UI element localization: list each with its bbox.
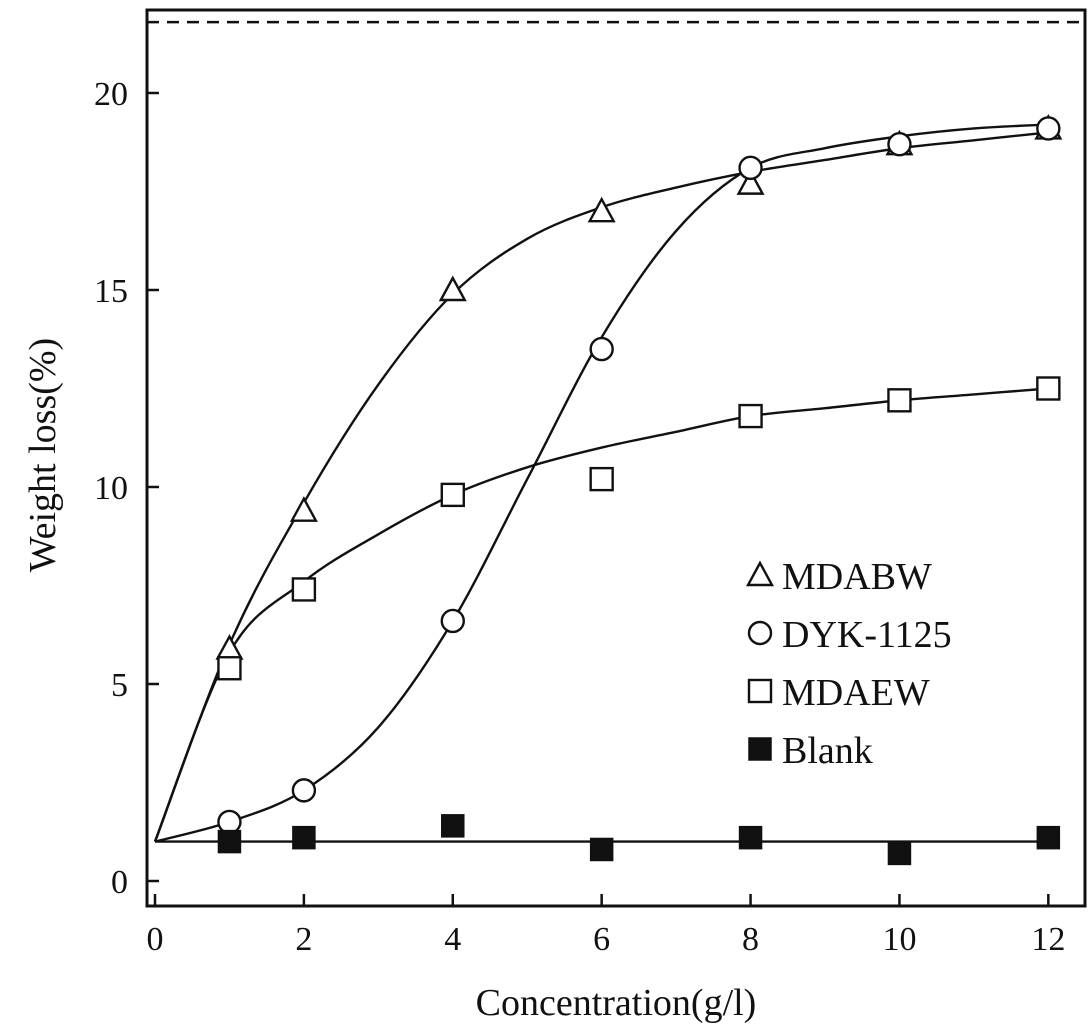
x-tick-label: 2 — [295, 921, 312, 958]
legend-label-mdaew: MDAEW — [782, 672, 930, 714]
y-tick-label: 20 — [94, 76, 128, 113]
x-tick-label: 4 — [444, 921, 461, 958]
y-tick-label: 5 — [111, 667, 128, 704]
x-axis: 0 2 4 6 8 10 12 — [147, 894, 1065, 958]
curve-mdabw — [153, 131, 1049, 843]
point-mdaew — [291, 577, 317, 602]
legend-marker-mdabw — [745, 560, 775, 587]
y-axis: 0 5 10 15 20 — [94, 76, 159, 901]
legend-label-mdabw: MDABW — [782, 556, 932, 598]
point-dyk-1125 — [589, 336, 614, 362]
plot-frame — [145, 8, 1087, 908]
point-mdaew — [589, 466, 614, 492]
point-blank — [1036, 825, 1061, 850]
legend-label-blank: Blank — [782, 730, 873, 772]
y-tick-label: 15 — [94, 273, 128, 310]
legend-label-dyk-1125: DYK-1125 — [782, 614, 952, 656]
point-dyk-1125 — [291, 778, 317, 803]
point-mdaew — [1036, 376, 1061, 401]
legend-marker-mdaew — [747, 678, 773, 704]
point-mdabw — [736, 169, 765, 195]
point-mdabw — [438, 275, 467, 302]
point-mdaew — [217, 656, 242, 681]
point-blank — [441, 814, 465, 838]
point-mdaew — [887, 388, 912, 413]
x-tick-label: 12 — [1031, 921, 1065, 958]
x-axis-title: Concentration(g/l) — [476, 982, 757, 1024]
data-markers — [215, 113, 1063, 866]
y-axis-title: Weight loss(%) — [22, 338, 64, 572]
point-blank — [738, 825, 763, 850]
x-tick-label: 8 — [742, 921, 759, 958]
x-tick-label: 6 — [593, 921, 610, 958]
point-blank — [292, 825, 316, 850]
legend-marker-dyk-1125 — [747, 620, 773, 646]
point-mdaew — [440, 482, 465, 508]
point-dyk-1125 — [738, 155, 763, 181]
point-dyk-1125 — [217, 809, 242, 835]
legend: MDABW DYK-1125 MDAEW Blank — [745, 556, 952, 772]
x-tick-label: 10 — [882, 921, 916, 958]
point-mdabw — [289, 496, 318, 522]
point-blank — [589, 837, 614, 862]
point-blank — [887, 841, 912, 866]
y-tick-label: 10 — [94, 470, 128, 507]
point-dyk-1125 — [1036, 116, 1061, 141]
x-tick-label: 0 — [147, 921, 164, 958]
point-blank — [217, 829, 242, 854]
point-mdaew — [738, 403, 763, 429]
y-tick-label: 0 — [111, 864, 128, 901]
point-dyk-1125 — [887, 132, 912, 157]
point-dyk-1125 — [440, 608, 465, 634]
point-mdabw — [587, 196, 616, 223]
legend-marker-blank — [748, 737, 772, 761]
